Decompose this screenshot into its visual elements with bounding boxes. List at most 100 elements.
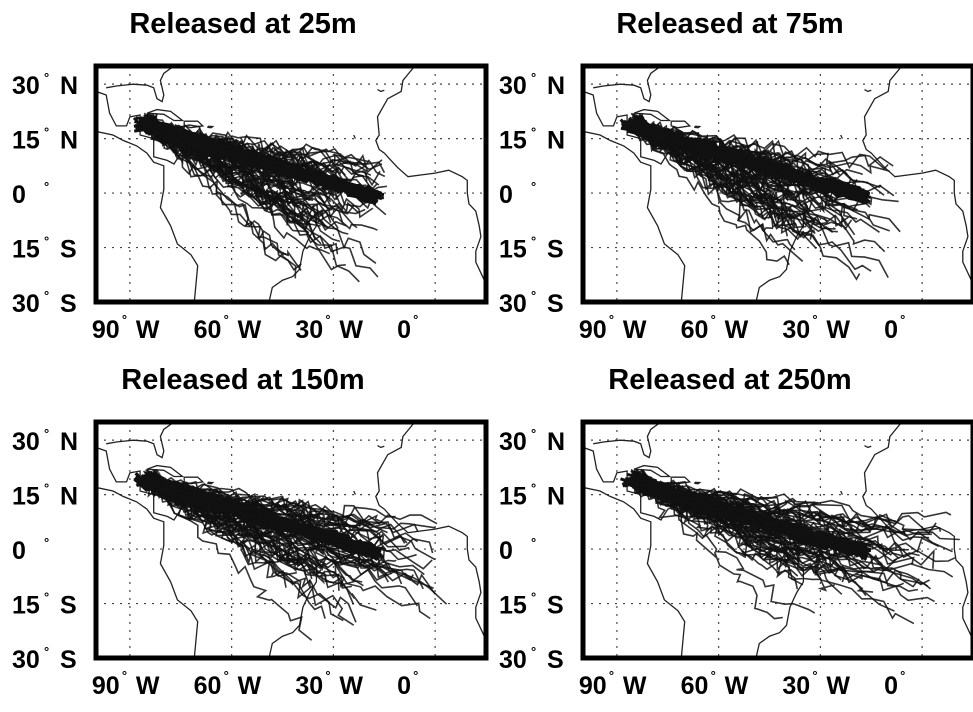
x-tick-label: 90 <box>92 316 120 344</box>
y-tick-label: 30 <box>499 72 527 100</box>
degree-symbol: ° <box>531 70 536 85</box>
hemisphere-label: S <box>60 592 77 620</box>
x-tick-label: 0 <box>397 672 411 700</box>
degree-symbol: ° <box>812 312 817 327</box>
degree-symbol: ° <box>531 535 536 550</box>
coastline <box>583 130 686 302</box>
degree-symbol: ° <box>44 481 49 496</box>
coastline <box>207 125 215 129</box>
trajectory-line <box>154 469 337 574</box>
degree-symbol: ° <box>44 234 49 249</box>
trajectories <box>133 468 448 641</box>
x-tick-label: 90 <box>92 672 120 700</box>
coastline <box>377 89 385 93</box>
trajectories <box>132 112 387 283</box>
trajectory-line <box>638 120 886 253</box>
x-tick-label: 90 <box>579 672 607 700</box>
hemisphere-label: S <box>547 592 564 620</box>
panel-title: Released at 75m <box>616 8 844 40</box>
trajectory-line <box>625 119 865 203</box>
degree-symbol: ° <box>531 234 536 249</box>
panel-150m: Released at 150m 30 ° N 15 ° N 0 ° 15 ° S 30 ° S 90 ° W 6… <box>0 356 489 712</box>
hemisphere-label: N <box>60 127 78 155</box>
degree-symbol: ° <box>224 668 229 683</box>
hemisphere-label: N <box>60 483 78 511</box>
degree-symbol: ° <box>711 312 716 327</box>
trajectory-line <box>641 116 889 170</box>
hemisphere-label: W <box>136 316 160 344</box>
trajectory-line <box>633 479 783 620</box>
coastline <box>864 445 872 449</box>
hemisphere-label: W <box>238 672 262 700</box>
degree-symbol: ° <box>609 312 614 327</box>
coastline <box>106 422 175 459</box>
hemisphere-label: N <box>547 483 565 511</box>
x-tick-label: 60 <box>194 672 222 700</box>
hemisphere-label: W <box>623 672 647 700</box>
trajectory-line <box>149 115 297 279</box>
hemisphere-label: N <box>60 428 78 456</box>
panel-title: Released at 25m <box>129 8 357 40</box>
hemisphere-label: S <box>547 290 564 318</box>
y-tick-label: 30 <box>499 428 527 456</box>
coastline <box>353 490 356 495</box>
degree-symbol: ° <box>531 644 536 659</box>
hemisphere-label: S <box>60 290 77 318</box>
y-tick-label: 0 <box>499 181 513 209</box>
trajectories <box>620 468 960 625</box>
x-tick-label: 90 <box>579 316 607 344</box>
trajectory-line <box>147 474 287 588</box>
trajectory-line <box>138 117 372 198</box>
panel-title: Released at 250m <box>608 364 852 396</box>
coastline <box>694 125 702 129</box>
x-tick-label: 30 <box>782 316 810 344</box>
hemisphere-label: W <box>238 316 262 344</box>
trajectory-map: 30 ° N15 ° N0 °15 ° S30 ° S90 ° W 60 ° W 30 ° W 0 ° <box>499 63 973 344</box>
trajectory-line <box>133 477 373 552</box>
trajectory-line <box>625 477 868 553</box>
trajectory-line <box>621 122 871 204</box>
trajectory-line <box>150 121 285 203</box>
degree-symbol: ° <box>711 668 716 683</box>
trajectory-line <box>144 122 349 235</box>
coastline <box>96 130 199 302</box>
coastline <box>670 120 692 129</box>
coastline <box>633 464 672 478</box>
trajectory-map: 30 ° N15 ° N0 °15 ° S30 ° S90 ° W 60 ° W 30 ° W 0 ° <box>499 419 973 700</box>
coastline <box>377 445 385 449</box>
x-tick-label: 30 <box>295 316 323 344</box>
trajectory-line <box>151 470 362 532</box>
trajectory-line <box>146 472 344 622</box>
y-tick-label: 0 <box>12 537 26 565</box>
trajectory-line <box>149 120 346 271</box>
degree-symbol: ° <box>531 426 536 441</box>
coastline <box>146 464 185 478</box>
trajectory-map: 30 ° N15 ° N0 °15 ° S30 ° S90 ° W 60 ° W 30 ° W 0 ° <box>12 419 489 700</box>
coastline <box>207 481 215 485</box>
degree-symbol: ° <box>44 426 49 441</box>
degree-symbol: ° <box>609 668 614 683</box>
x-tick-label: 30 <box>782 672 810 700</box>
coastline <box>375 422 486 641</box>
degree-symbol: ° <box>325 312 330 327</box>
x-tick-label: 0 <box>884 672 898 700</box>
coastline <box>96 486 199 658</box>
y-tick-label: 15 <box>499 236 527 264</box>
coastline <box>106 66 175 103</box>
degree-symbol: ° <box>224 312 229 327</box>
y-tick-label: 30 <box>12 646 40 674</box>
x-tick-label: 60 <box>681 316 709 344</box>
x-tick-label: 60 <box>194 316 222 344</box>
hemisphere-label: W <box>725 672 749 700</box>
y-tick-label: 15 <box>499 592 527 620</box>
y-tick-label: 15 <box>12 592 40 620</box>
degree-symbol: ° <box>900 668 905 683</box>
coastline <box>583 486 686 658</box>
panel-25m: Released at 25m 30 ° N 15 ° N 0 ° 15 ° S 30 ° S 90 ° W 60… <box>0 0 489 356</box>
degree-symbol: ° <box>44 70 49 85</box>
trajectory-line <box>155 474 438 525</box>
y-tick-label: 15 <box>12 483 40 511</box>
hemisphere-label: N <box>60 72 78 100</box>
coastline <box>183 476 205 485</box>
trajectory-line <box>154 472 355 605</box>
